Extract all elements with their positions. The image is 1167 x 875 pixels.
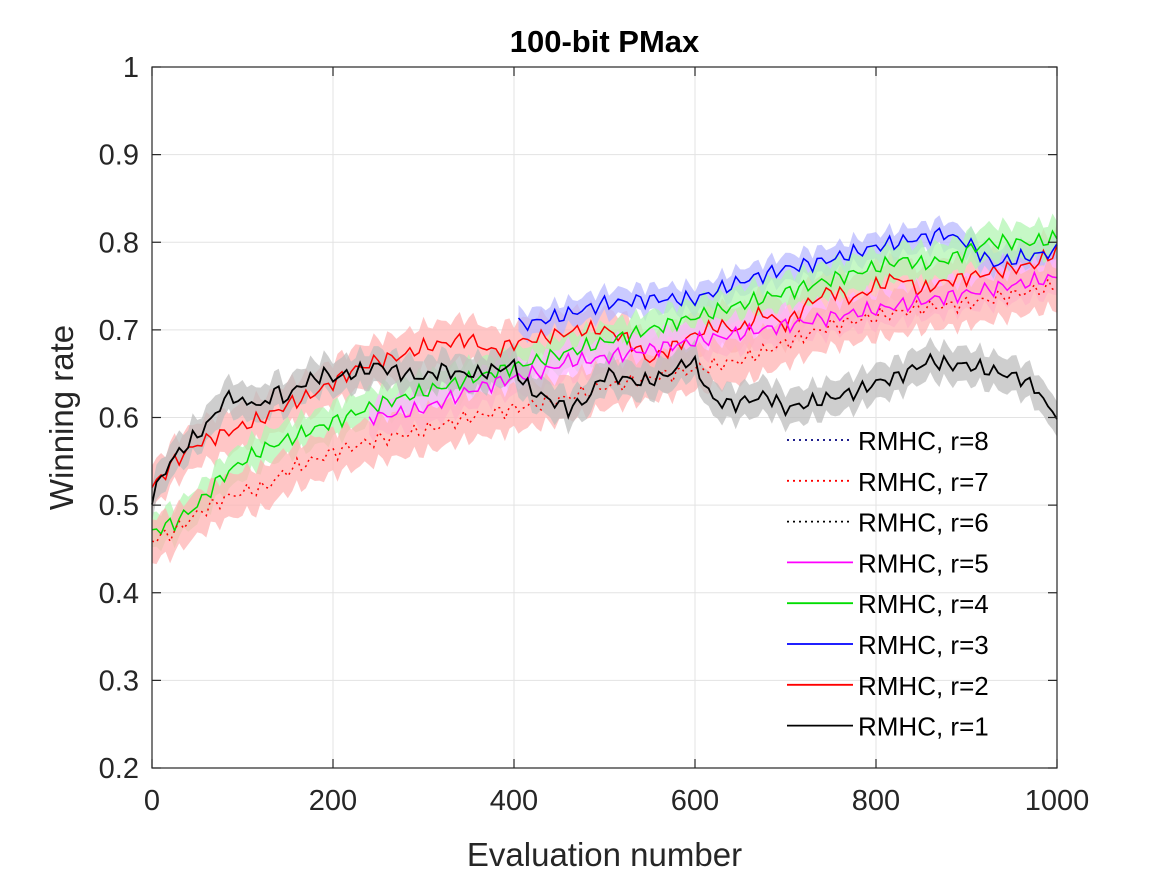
y-tick-label: 0.7 [99, 315, 139, 347]
x-tick-label: 0 [144, 785, 160, 817]
y-tick-label: 1 [123, 52, 139, 84]
axis-ticks: 0 200 400 600 800 1000 0.2 0.3 0.4 0.5 0.6 0.7 0.8 0.… [99, 52, 1090, 817]
x-tick-label: 1000 [1025, 785, 1090, 817]
confidence-bands [152, 213, 1057, 565]
y-axis-title: Winning rate [43, 325, 80, 510]
x-tick-label: 800 [852, 785, 900, 817]
series-line [151, 277, 1058, 544]
legend-label: RMHC, r=8 [858, 426, 989, 456]
legend-label: RMHC, r=2 [858, 671, 989, 701]
legend-label: RMHC, r=7 [858, 467, 989, 497]
series-line [368, 270, 1058, 427]
confidence-band [152, 257, 1057, 565]
y-tick-label: 0.4 [99, 578, 139, 610]
series-line [151, 244, 1058, 488]
x-tick-label: 400 [490, 785, 538, 817]
series-lines [151, 227, 1058, 544]
x-tick-label: 200 [309, 785, 357, 817]
legend: RMHC, r=8 RMHC, r=7 RMHC, r=6 RMHC, r=5 RMHC… [787, 426, 989, 742]
series-line [517, 227, 1058, 332]
legend-label: RMHC, r=4 [858, 589, 989, 619]
legend-label: RMHC, r=3 [858, 630, 989, 660]
y-tick-label: 0.6 [99, 403, 139, 435]
y-tick-label: 0.3 [99, 665, 139, 697]
confidence-band [152, 337, 1057, 522]
legend-label: RMHC, r=1 [858, 712, 989, 742]
legend-label: RMHC, r=5 [858, 548, 989, 578]
y-tick-label: 0.2 [99, 753, 139, 785]
legend-label: RMHC, r=6 [858, 508, 989, 538]
series-line [151, 352, 1058, 505]
x-axis-title: Evaluation number [467, 836, 742, 873]
series-line [151, 229, 1058, 536]
chart-title: 100-bit PMax [510, 24, 700, 59]
y-tick-label: 0.5 [99, 490, 139, 522]
y-tick-label: 0.8 [99, 227, 139, 259]
y-tick-label: 0.9 [99, 140, 139, 172]
x-tick-label: 600 [671, 785, 719, 817]
